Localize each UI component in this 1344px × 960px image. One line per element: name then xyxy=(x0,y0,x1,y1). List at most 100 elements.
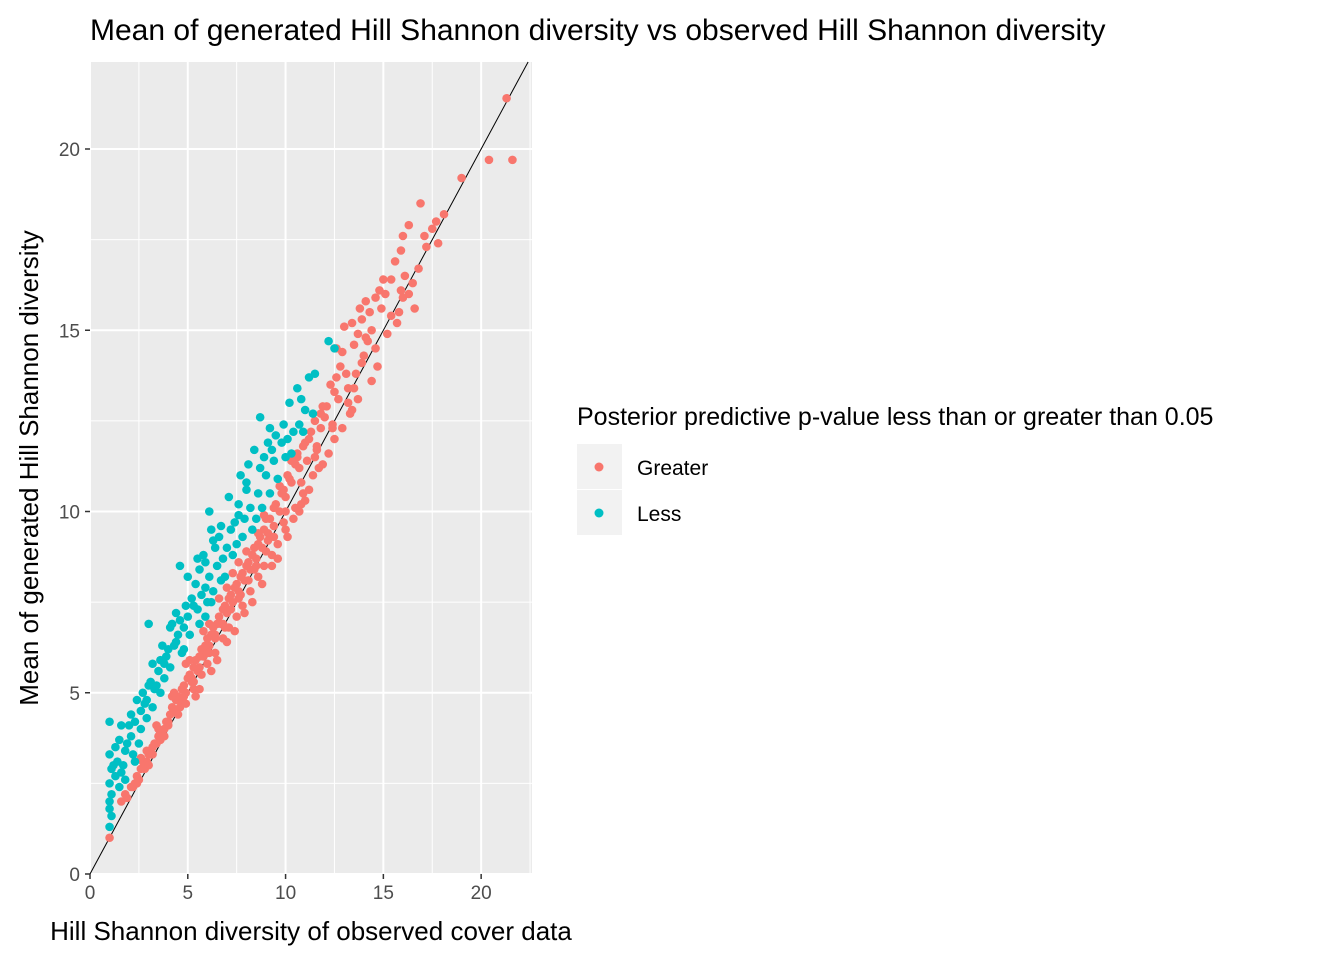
data-point-greater xyxy=(246,586,255,596)
data-point-less xyxy=(138,688,148,698)
data-point-greater xyxy=(249,543,259,553)
data-point-greater xyxy=(185,655,195,665)
x-tick-label: 15 xyxy=(373,883,394,904)
data-point-less xyxy=(281,452,290,462)
data-point-greater xyxy=(238,601,247,611)
data-point-greater xyxy=(269,503,279,513)
data-point-greater xyxy=(234,557,243,567)
data-point-less xyxy=(210,543,220,553)
data-point-greater xyxy=(431,217,441,226)
data-point-greater xyxy=(316,423,326,433)
data-point-less xyxy=(222,543,232,553)
data-point-less xyxy=(105,717,114,727)
grid-lines xyxy=(89,62,532,875)
data-point-greater xyxy=(379,275,388,284)
data-point-greater xyxy=(324,449,333,458)
data-point-greater xyxy=(386,275,396,284)
data-point-less xyxy=(193,554,202,563)
data-point-less xyxy=(205,572,214,582)
data-point-greater xyxy=(396,246,406,255)
data-point-greater xyxy=(337,347,347,357)
data-point-greater xyxy=(267,561,277,571)
data-point-less xyxy=(242,485,251,495)
data-point-greater xyxy=(339,322,349,331)
data-point-less xyxy=(105,779,114,788)
data-point-greater xyxy=(281,525,290,534)
data-point-greater xyxy=(312,445,322,455)
data-point-greater xyxy=(332,373,341,382)
x-axis: 0 5 10 15 20 xyxy=(85,874,492,904)
data-point-greater xyxy=(105,833,114,843)
data-point-less xyxy=(208,586,218,596)
data-point-greater xyxy=(414,264,423,273)
data-point-greater xyxy=(222,583,232,592)
data-point-greater xyxy=(214,612,224,621)
data-point-greater xyxy=(185,670,195,679)
data-point-less xyxy=(324,336,333,346)
data-point-less xyxy=(154,666,163,676)
data-point-less xyxy=(294,420,304,429)
data-point-less xyxy=(308,409,318,418)
data-point-greater xyxy=(275,481,285,491)
data-point-less xyxy=(216,576,226,585)
data-point-greater xyxy=(404,220,414,230)
data-point-greater xyxy=(261,547,271,556)
data-point-greater xyxy=(191,692,200,701)
data-point-greater xyxy=(240,608,249,618)
data-point-less xyxy=(265,489,275,498)
data-point-less xyxy=(249,445,259,455)
data-point-greater xyxy=(259,561,269,571)
data-point-greater xyxy=(273,554,283,563)
legend-swatch-less xyxy=(594,508,604,518)
data-point-greater xyxy=(347,405,357,415)
data-point-greater xyxy=(244,557,253,567)
data-point-greater xyxy=(298,441,308,451)
data-point-greater xyxy=(310,452,320,462)
data-point-greater xyxy=(337,423,347,433)
data-point-less xyxy=(109,760,118,770)
y-axis: 0 5 10 15 20 xyxy=(59,140,90,886)
data-point-less xyxy=(201,583,210,592)
data-point-greater xyxy=(433,238,443,248)
data-point-less xyxy=(158,641,167,650)
data-point-greater xyxy=(502,93,511,103)
data-point-less xyxy=(105,822,114,832)
data-point-less xyxy=(242,478,251,487)
data-point-greater xyxy=(205,648,214,658)
data-point-less xyxy=(107,789,116,799)
data-point-greater xyxy=(169,688,179,698)
data-point-less xyxy=(148,702,157,712)
data-point-greater xyxy=(195,663,204,672)
data-point-less xyxy=(115,782,124,792)
data-point-greater xyxy=(206,666,216,676)
plot-panel xyxy=(90,62,532,874)
data-point-greater xyxy=(277,489,286,498)
legend: Posterior predictive p-value less than o… xyxy=(577,403,1213,535)
data-point-greater xyxy=(410,304,419,313)
data-point-greater xyxy=(316,409,326,418)
data-point-less xyxy=(205,507,214,516)
legend-swatch-greater xyxy=(594,462,604,472)
data-point-less xyxy=(298,427,308,437)
data-point-greater xyxy=(298,489,308,498)
data-point-less xyxy=(124,721,134,730)
data-point-greater xyxy=(189,677,198,687)
data-point-greater xyxy=(116,797,126,806)
data-point-greater xyxy=(377,304,386,313)
data-point-greater xyxy=(144,760,153,770)
data-point-less xyxy=(208,536,218,545)
data-point-less xyxy=(115,735,124,745)
data-point-less xyxy=(212,561,222,571)
data-point-less xyxy=(144,681,153,690)
data-point-greater xyxy=(259,510,269,520)
data-point-less xyxy=(206,525,216,534)
data-point-greater xyxy=(195,684,204,694)
data-point-less xyxy=(171,637,181,647)
data-point-greater xyxy=(300,496,310,505)
data-point-greater xyxy=(283,532,292,542)
data-point-greater xyxy=(353,394,363,404)
data-point-less xyxy=(175,561,185,571)
data-point-greater xyxy=(357,358,367,368)
data-point-less xyxy=(269,456,279,466)
data-point-less xyxy=(183,612,193,621)
